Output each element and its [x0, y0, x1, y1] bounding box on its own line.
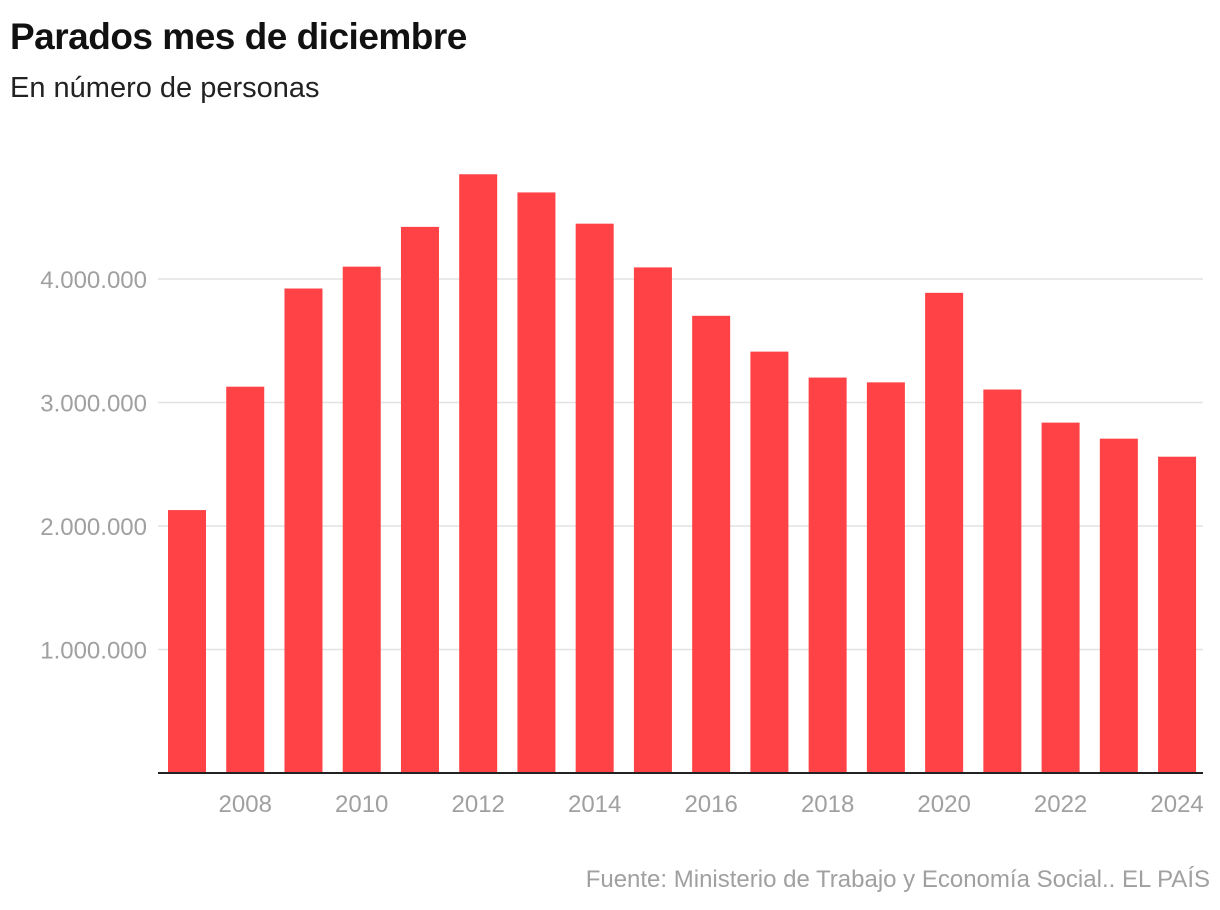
x-tick-label: 2016 [684, 791, 737, 818]
bar-2016 [692, 315, 731, 773]
bar-2014 [575, 223, 614, 773]
x-tick-label: 2024 [1150, 791, 1203, 818]
bar-2020 [925, 292, 964, 773]
x-tick-label: 2008 [219, 791, 272, 818]
chart-subtitle: En número de personas [10, 72, 320, 104]
x-tick-label: 2014 [568, 791, 621, 818]
x-tick-label: 2022 [1034, 791, 1087, 818]
bar-2021 [983, 389, 1022, 773]
bar-2008 [226, 386, 265, 773]
y-tick-label: 3.000.000 [40, 391, 147, 418]
bar-2017 [750, 351, 789, 773]
source-note: Fuente: Ministerio de Trabajo y Economía… [585, 866, 1210, 893]
bar-2015 [633, 267, 672, 773]
bar-2012 [459, 174, 498, 774]
bar-2024 [1158, 456, 1197, 773]
bar-2013 [517, 192, 556, 773]
bar-2022 [1041, 422, 1080, 773]
bar-2019 [866, 382, 905, 773]
chart-title: Parados mes de diciembre [10, 16, 467, 57]
bar-2009 [284, 288, 323, 773]
bar-2023 [1099, 438, 1138, 773]
y-tick-label: 1.000.000 [40, 638, 147, 665]
x-tick-label: 2012 [452, 791, 505, 818]
x-tick-label: 2010 [335, 791, 388, 818]
y-tick-label: 4.000.000 [40, 267, 147, 294]
bar-2010 [342, 266, 381, 773]
bar-2011 [400, 226, 439, 773]
bar-2018 [808, 377, 847, 773]
bar-2007 [168, 510, 206, 773]
x-tick-label: 2020 [917, 791, 970, 818]
x-tick-label: 2018 [801, 791, 854, 818]
y-tick-label: 2.000.000 [40, 514, 147, 541]
